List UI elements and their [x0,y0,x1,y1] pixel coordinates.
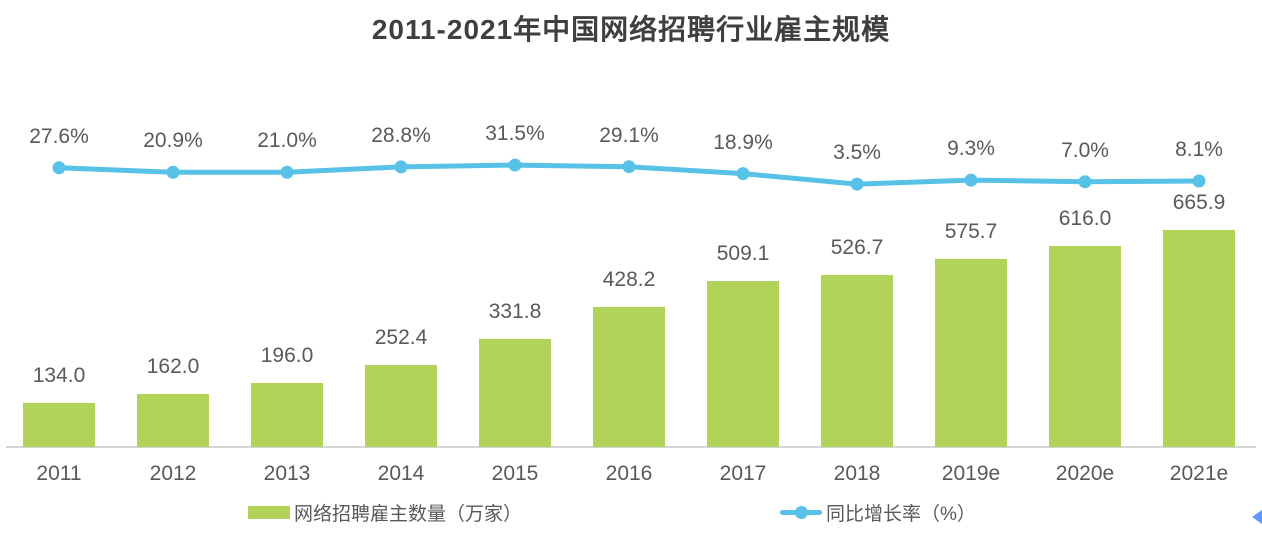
left-arrow-icon [1252,510,1262,524]
legend-line-label: 同比增长率（%） [826,503,976,525]
line-marker-icon [280,165,294,179]
bar-2016 [593,307,665,447]
x-axis-label-2020e: 2020e [1055,462,1115,485]
bar-value-label: 526.7 [830,236,884,259]
bar-2018 [821,275,893,447]
bar-2021e [1163,230,1235,447]
growth-rate-label: 9.3% [947,137,995,161]
bar-value-label: 162.0 [146,355,200,378]
line-marker-icon [52,161,66,175]
bar-2012 [137,394,209,447]
bar-2014 [365,365,437,447]
growth-rate-label: 21.0% [257,129,317,153]
x-axis-label-2016: 2016 [605,462,653,485]
x-axis-label-2012: 2012 [149,462,197,485]
growth-rate-label: 7.0% [1061,138,1109,162]
bar-2015 [479,339,551,447]
x-axis-label-2011: 2011 [36,462,82,485]
bar-legend-swatch-icon [248,505,290,519]
legend-bar-label: 网络招聘雇主数量（万家） [294,503,523,525]
x-axis-label-2019e: 2019e [941,462,1001,485]
x-axis-label-2015: 2015 [491,462,539,485]
line-legend-dot-icon [795,505,808,519]
growth-rate-label: 20.9% [143,129,203,153]
growth-rate-label: 31.5% [485,122,545,146]
line-marker-icon [166,165,180,179]
legend-item-line-series: 同比增长率（%） [780,501,976,525]
growth-rate-label: 27.6% [29,124,89,148]
growth-rate-label: 8.1% [1175,137,1223,161]
growth-rate-label: 29.1% [599,123,659,147]
bar-value-label: 509.1 [716,242,770,265]
bar-value-label: 616.0 [1058,207,1112,230]
bar-value-label: 665.9 [1172,191,1226,214]
legend-item-bar-series: 网络招聘雇主数量（万家） [248,501,523,525]
x-axis-label-2017: 2017 [719,462,767,485]
bar-2017 [707,281,779,447]
line-marker-icon [964,173,978,187]
growth-rate-polyline [56,162,1202,187]
line-marker-icon [622,160,636,174]
bar-value-label: 331.8 [488,300,542,323]
x-axis-line [6,446,1256,448]
line-marker-icon [1192,174,1206,188]
growth-rate-label: 28.8% [371,123,431,147]
growth-rate-label: 3.5% [833,141,881,165]
x-axis-label-2018: 2018 [833,462,881,485]
chart-title: 2011-2021年中国网络招聘行业雇主规模 [371,14,891,45]
line-marker-icon [1078,175,1092,189]
line-marker-icon [736,167,750,181]
line-legend-swatch-icon [780,505,822,519]
x-axis-label-2014: 2014 [377,462,425,485]
growth-rate-label: 18.9% [713,130,773,154]
bar-2011 [23,403,95,447]
bar-value-label: 428.2 [602,268,656,291]
bar-2020e [1049,246,1121,447]
x-axis-label-2021e: 2021e [1169,462,1229,485]
line-marker-icon [508,158,522,172]
bar-value-label: 252.4 [374,326,428,349]
line-marker-icon [850,177,864,191]
bar-2013 [251,383,323,447]
bar-value-label: 575.7 [944,220,998,243]
bar-value-label: 134.0 [32,364,86,387]
x-axis-label-2013: 2013 [263,462,311,485]
line-marker-icon [394,160,408,174]
bar-value-label: 196.0 [260,344,314,367]
bar-2019e [935,259,1007,447]
